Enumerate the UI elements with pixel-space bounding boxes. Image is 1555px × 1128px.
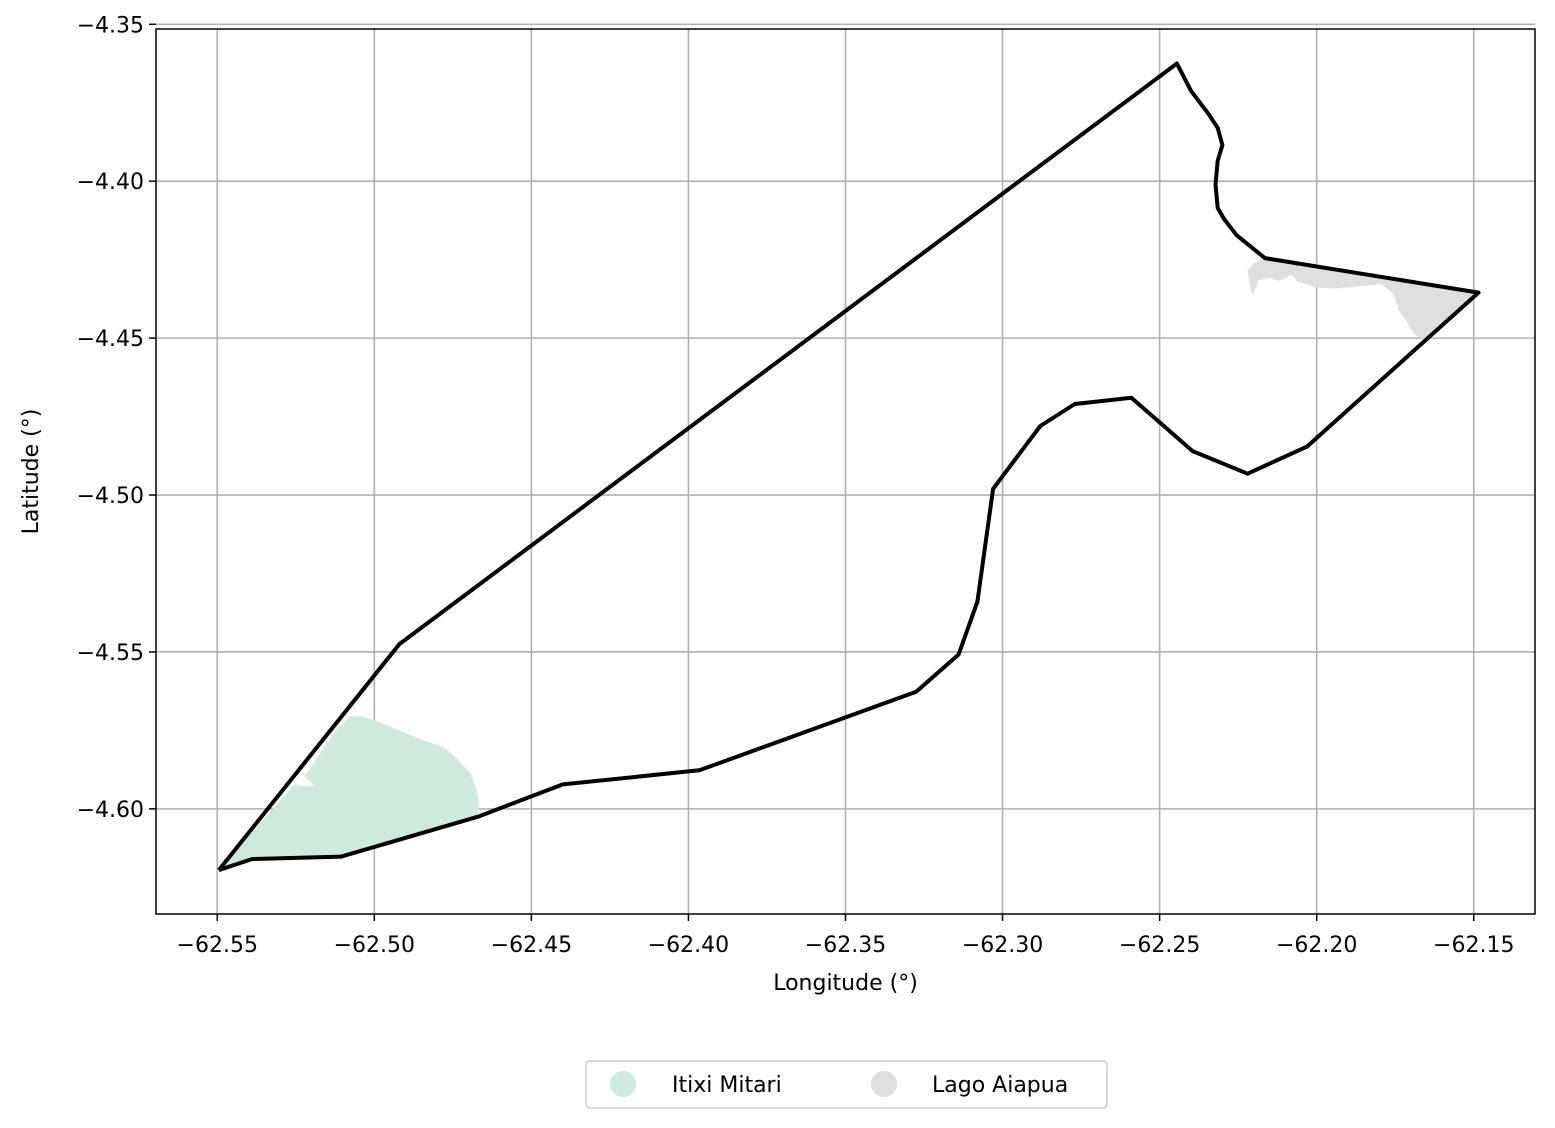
x-tick-label: −62.55	[177, 933, 258, 958]
x-tick-label: −62.40	[648, 933, 729, 958]
legend-marker	[610, 1071, 636, 1097]
x-axis-ticks: −62.55 −62.50 −62.45 −62.40 −62.35 −62.30 −62.…	[177, 914, 1514, 958]
y-tick-label: −4.45	[77, 327, 144, 352]
area-1	[218, 716, 480, 871]
area-2	[1247, 258, 1479, 342]
legend-box	[585, 1060, 1108, 1109]
y-tick-label: −4.50	[77, 484, 144, 509]
grid-lines	[156, 23, 1535, 914]
y-tick-label: −4.35	[77, 13, 144, 38]
x-tick-label: −62.30	[962, 933, 1043, 958]
legend-label: Itixi Mitari	[672, 1073, 782, 1098]
x-axis-label: Longitude (°)	[773, 971, 918, 996]
legend-marker	[871, 1071, 897, 1097]
y-axis-label: Latitude (°)	[19, 409, 44, 535]
x-tick-label: −62.15	[1433, 933, 1514, 958]
x-tick-label: −62.20	[1276, 933, 1357, 958]
y-tick-label: −4.40	[77, 170, 144, 195]
y-axis-ticks: −4.35 −4.40 −4.45 −4.50 −4.55 −4.60	[77, 13, 156, 823]
boundary-outline	[217, 61, 1481, 872]
x-tick-label: −62.35	[805, 933, 886, 958]
legend: Itixi Mitari Lago Aiapua	[585, 1060, 1108, 1109]
area-fills	[218, 258, 1479, 871]
x-tick-label: −62.45	[491, 933, 572, 958]
y-tick-label: −4.60	[77, 798, 144, 823]
y-tick-label: −4.55	[77, 641, 144, 666]
legend-label: Lago Aiapua	[932, 1073, 1068, 1098]
x-tick-label: −62.25	[1119, 933, 1200, 958]
x-tick-label: −62.50	[334, 933, 415, 958]
boundary-layer	[217, 61, 1481, 872]
